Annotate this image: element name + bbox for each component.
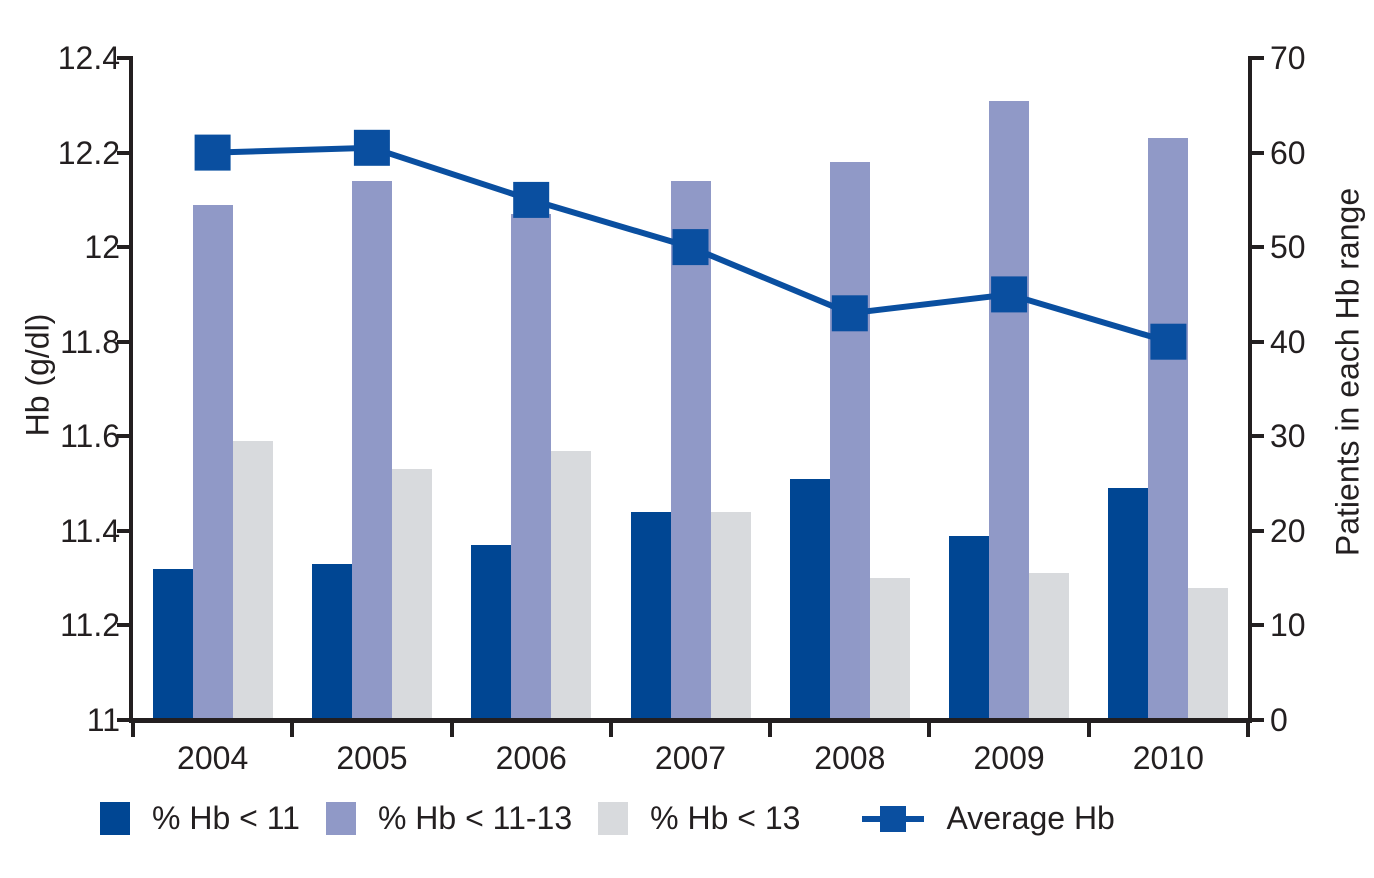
right-axis-tick	[1248, 56, 1264, 60]
right-axis-tick	[1248, 245, 1264, 250]
legend-item: Average Hb	[862, 800, 1115, 837]
x-axis-tick	[608, 720, 613, 737]
bar	[949, 535, 990, 720]
x-axis-tick-label: 2006	[495, 740, 567, 776]
left-axis-tick	[117, 718, 133, 722]
left-axis-tick	[117, 56, 133, 60]
left-axis-tick	[117, 434, 133, 439]
legend-item: % Hb < 11-13	[325, 800, 573, 837]
right-axis-tick-label: 30	[1270, 418, 1306, 455]
bar	[630, 511, 671, 720]
bar	[391, 469, 432, 720]
legend-item: % Hb < 11	[100, 800, 300, 837]
x-axis-line	[129, 718, 1252, 723]
x-axis-tick	[290, 720, 295, 737]
x-axis-tick	[449, 720, 454, 737]
bar	[311, 564, 352, 720]
x-axis-tick-label: 2004	[177, 740, 249, 776]
x-axis-tick	[768, 720, 773, 737]
x-axis-tick	[131, 720, 135, 737]
bar	[710, 511, 751, 720]
bar	[152, 568, 193, 720]
left-axis-tick	[117, 150, 133, 155]
bar	[869, 578, 910, 720]
left-axis-tick	[117, 245, 133, 250]
x-axis-tick-label: 2005	[336, 740, 408, 776]
left-axis-tick-label: 11.8	[60, 323, 120, 360]
bar	[1188, 587, 1229, 720]
legend-swatch	[598, 802, 629, 835]
bar	[471, 545, 512, 720]
bar	[192, 204, 233, 720]
right-axis-tick	[1248, 339, 1264, 344]
bar	[1108, 488, 1149, 720]
right-axis-tick-label: 50	[1270, 229, 1306, 266]
legend-swatch	[100, 802, 130, 835]
x-axis-tick	[1086, 720, 1091, 737]
bar	[551, 450, 592, 720]
right-axis-tick-label: 70	[1270, 40, 1306, 76]
bar	[511, 214, 552, 720]
left-axis-tick-label: 12	[84, 229, 120, 266]
x-axis-tick-label: 2008	[814, 740, 886, 776]
left-axis-tick-label: 12.2	[57, 134, 120, 171]
bar	[1029, 573, 1070, 720]
x-axis-tick-label: 2007	[654, 740, 727, 776]
left-axis-tick-label: 12.4	[57, 40, 120, 76]
left-axis-tick	[117, 528, 133, 533]
left-axis-tick	[117, 339, 133, 344]
legend: % Hb < 11 % Hb < 11-13 % Hb < 13 Average Hb	[100, 800, 1141, 837]
legend-item: % Hb < 13	[598, 800, 800, 837]
right-axis-tick-label: 0	[1270, 702, 1288, 738]
right-axis-tick-label: 40	[1270, 323, 1306, 360]
bar	[829, 162, 870, 720]
legend-label: Average Hb	[946, 800, 1115, 836]
left-axis-tick-label: 11.6	[60, 418, 120, 455]
left-axis-tick	[117, 623, 133, 628]
right-axis-tick-label: 60	[1270, 134, 1306, 171]
left-axis-line	[129, 56, 133, 723]
legend-line-square	[880, 805, 907, 832]
right-axis-tick	[1248, 434, 1264, 439]
x-axis-tick	[1246, 720, 1250, 737]
left-axis-tick-label: 11.2	[60, 607, 120, 644]
right-axis-tick-label: 20	[1270, 512, 1306, 549]
left-axis-tick-label: 11.4	[60, 512, 120, 549]
left-axis-tick-label: 11	[86, 702, 120, 738]
right-axis-line	[1248, 56, 1252, 723]
right-axis-tick	[1248, 623, 1264, 628]
x-axis-tick-label: 2010	[1132, 740, 1204, 776]
legend-label: % Hb < 11	[152, 800, 300, 836]
right-axis-tick	[1248, 528, 1264, 533]
bar	[670, 180, 711, 720]
bar	[232, 441, 273, 720]
legend-label: % Hb < 11-13	[377, 800, 573, 836]
bar	[789, 478, 830, 720]
right-axis-tick	[1248, 718, 1264, 722]
bar	[351, 180, 392, 720]
right-axis-tick	[1248, 150, 1264, 155]
bar	[989, 100, 1030, 720]
bar	[1148, 138, 1189, 720]
legend-label: % Hb < 13	[650, 800, 801, 836]
plot-area	[133, 58, 1248, 720]
legend-swatch	[325, 802, 356, 835]
x-axis-tick-label: 2009	[973, 740, 1045, 776]
x-axis-tick	[927, 720, 932, 737]
right-axis-tick-label: 10	[1270, 607, 1306, 644]
legend-line-marker-icon	[862, 801, 925, 837]
